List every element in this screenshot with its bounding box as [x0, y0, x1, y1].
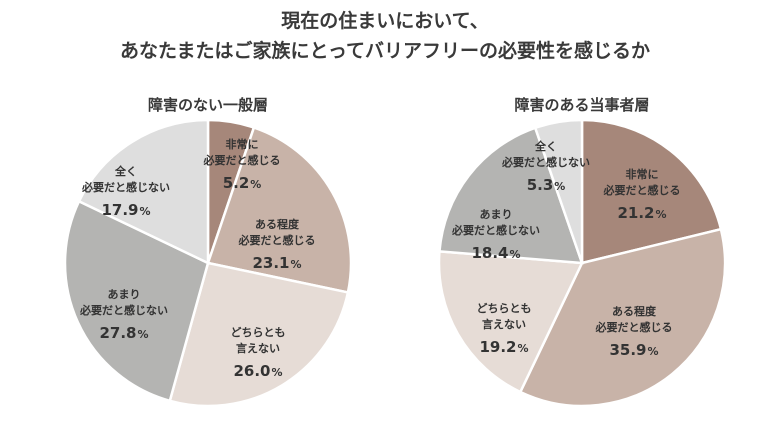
- slice-value-label: 5.2%: [223, 174, 262, 192]
- slice-value-label: 35.9%: [609, 341, 658, 359]
- pie-slice-neither: [168, 261, 350, 408]
- slice-label-text: 非常に: [626, 167, 659, 181]
- pie-slice-not-at-all-necessary: [77, 118, 210, 265]
- slice-label-text: どちらとも: [477, 302, 532, 315]
- slice-label-text: 必要だと感じる: [203, 153, 281, 167]
- pie-slice-not-at-all-necessary: [533, 118, 584, 264]
- slice-value-label: 26.0%: [233, 362, 282, 380]
- slice-label-text: ある程度: [255, 217, 300, 231]
- slice-value-label: 27.8%: [99, 324, 148, 342]
- slice-label-text: 必要だと感じる: [603, 183, 681, 197]
- slice-label-text: 非常に: [226, 137, 259, 151]
- pie-slice-somewhat-necessary: [518, 227, 727, 408]
- slice-value-label: 18.4%: [471, 244, 520, 262]
- pie-title-general: 障害のない一般層: [147, 96, 268, 114]
- slice-label-text: あまり: [480, 208, 513, 221]
- slice-value-label: 5.3%: [527, 176, 566, 194]
- slice-label-text: 全く: [534, 139, 557, 153]
- slice-label-text: ある程度: [612, 304, 657, 318]
- pie-slice-neither: [437, 249, 584, 394]
- slice-label-text: 必要だと感じる: [238, 233, 316, 247]
- slice-label-text: 全く: [114, 164, 137, 178]
- slice-label-text: 必要だと感じない: [79, 303, 168, 317]
- slice-label-text: あまり: [108, 288, 141, 301]
- pie-slice-somewhat-necessary: [206, 125, 353, 294]
- slice-label-text: 言えない: [482, 317, 526, 331]
- slice-label-text: 言えない: [236, 341, 280, 355]
- chart-title-line-2: あなたまたはご家族にとってバリアフリーの必要性を感じるか: [120, 40, 650, 62]
- slice-label-text: どちらとも: [231, 326, 286, 339]
- slice-label-text: 必要だと感じない: [501, 155, 590, 169]
- chart-title-line-1: 現在の住まいにおいて、: [281, 10, 489, 32]
- slice-value-label: 21.2%: [617, 204, 666, 222]
- pie-title-disabled: 障害のある当事者層: [514, 96, 650, 114]
- slice-value-label: 23.1%: [252, 254, 301, 272]
- slice-value-label: 17.9%: [101, 201, 150, 219]
- pie-slice-very-necessary: [580, 118, 723, 265]
- pie-slice-not-much-necessary: [63, 199, 210, 403]
- slice-label-text: 必要だと感じない: [81, 180, 170, 194]
- slice-value-label: 19.2%: [479, 338, 528, 356]
- slice-label-text: 必要だと感じない: [451, 223, 540, 237]
- slice-label-text: 必要だと感じる: [595, 320, 673, 334]
